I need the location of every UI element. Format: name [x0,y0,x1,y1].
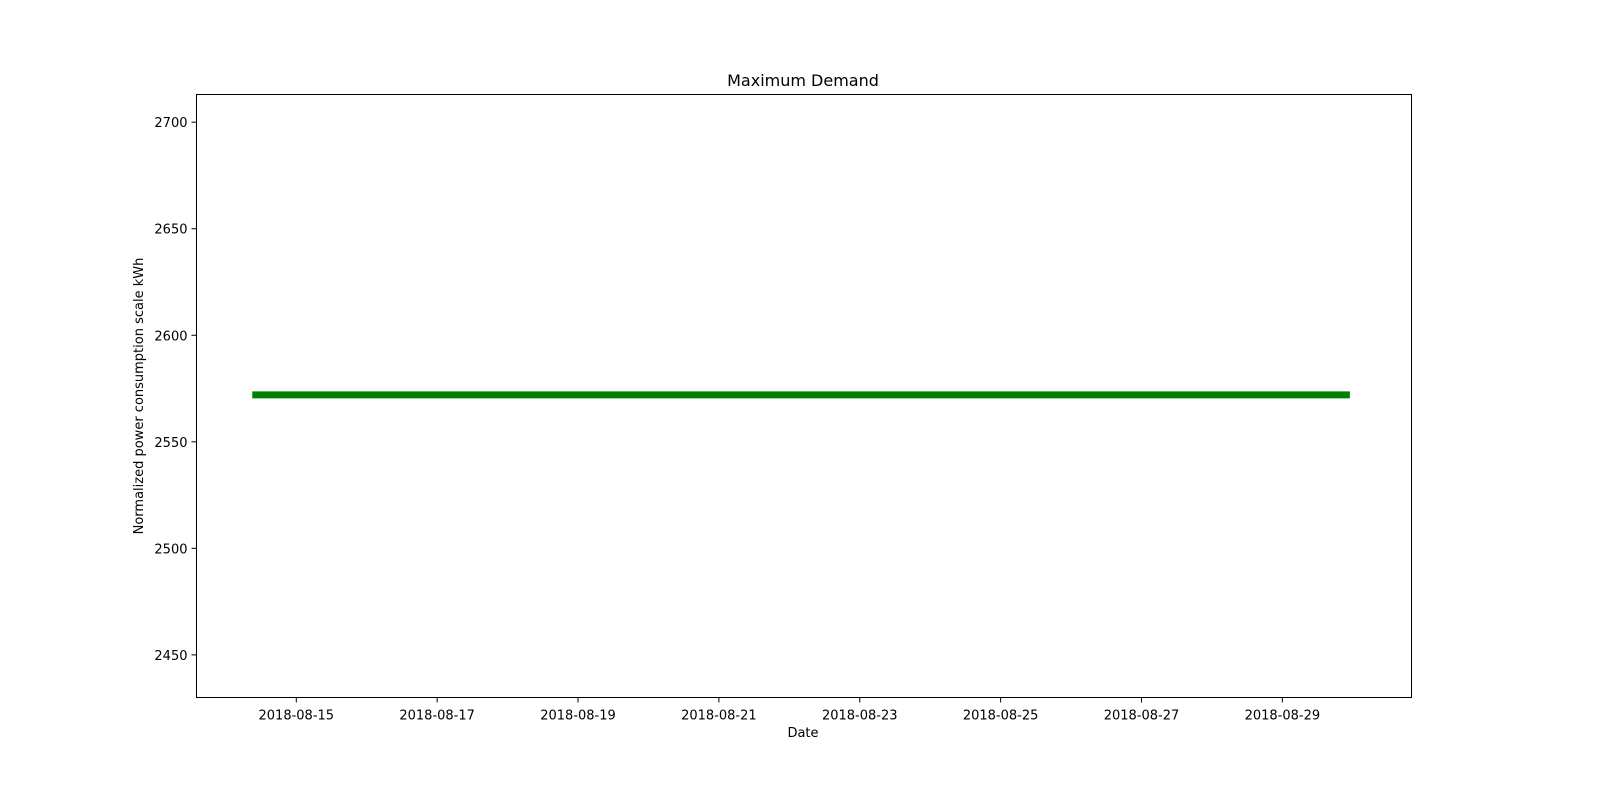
x-tick-label-7: 2018-08-29 [1245,709,1321,724]
x-tick-label-2: 2018-08-19 [540,709,616,724]
x-tick-label-1: 2018-08-17 [399,709,475,724]
y-axis-label: Normalized power consumption scale kWh [132,258,147,535]
y-tick-label-4: 2650 [154,223,187,238]
x-axis-ticks: 2018-08-15 2018-08-17 2018-08-19 2018-08-21… [259,697,1321,724]
y-axis-ticks: 2450 2500 2550 2600 2650 2700 [154,116,197,664]
y-tick-label-5: 2700 [154,116,187,131]
x-tick-label-0: 2018-08-15 [259,709,335,724]
x-axis-label: Date [787,726,818,741]
plot-frame [196,94,1412,698]
y-tick-label-1: 2500 [154,542,187,557]
x-tick-label-3: 2018-08-21 [681,709,757,724]
y-tick-label-0: 2450 [154,649,187,664]
y-tick-label-2: 2550 [154,436,187,451]
x-tick-label-6: 2018-08-27 [1104,709,1180,724]
x-tick-label-4: 2018-08-23 [822,709,898,724]
y-tick-label-3: 2600 [154,329,187,344]
chart-title: Maximum Demand [727,71,879,90]
x-tick-label-5: 2018-08-25 [963,709,1039,724]
